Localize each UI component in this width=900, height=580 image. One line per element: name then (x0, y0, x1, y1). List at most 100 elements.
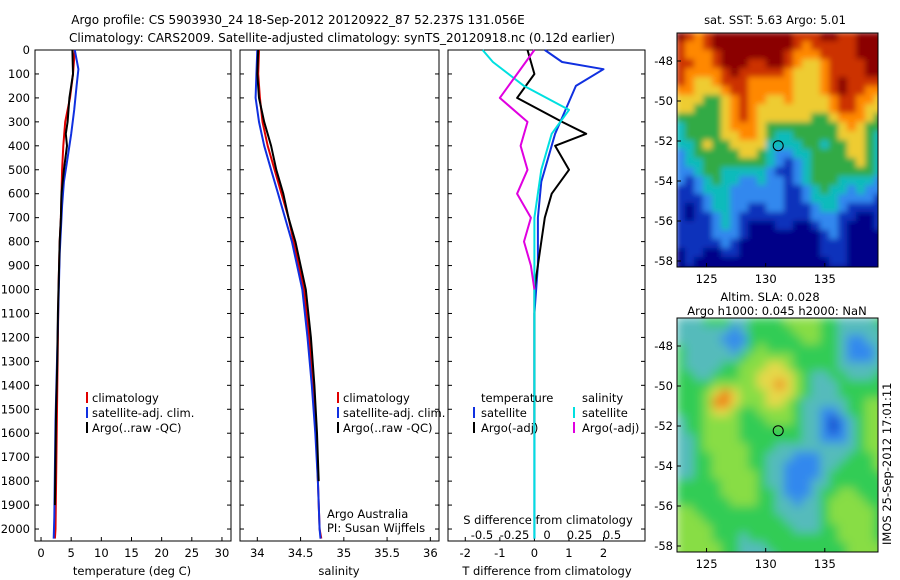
heatmap-cell (793, 344, 804, 355)
heatmap-cell (856, 362, 867, 373)
heatmap-cell (865, 318, 876, 328)
heatmap-cell (721, 362, 732, 373)
heatmap-cell (811, 380, 822, 391)
heatmap-cell (677, 59, 687, 70)
heatmap-cell (739, 158, 750, 169)
heatmap-cell (874, 318, 878, 328)
heatmap-cell (694, 389, 705, 400)
heatmap-cell (874, 425, 878, 436)
heatmap-cell (721, 221, 732, 232)
heatmap-cell (730, 380, 741, 391)
heatmap-cell (694, 461, 705, 472)
heatmap-cell (829, 131, 840, 142)
heatmap-cell (757, 239, 768, 250)
heatmap-cell (712, 194, 723, 205)
heatmap-cell (721, 542, 732, 552)
heatmap-cell (865, 497, 876, 508)
heatmap-cell (856, 140, 867, 151)
heatmap-cell (856, 68, 867, 79)
heatmap-cell (793, 158, 804, 169)
heatmap-cell (856, 515, 867, 526)
heatmap-cell (766, 452, 777, 463)
heatmap-cell (677, 515, 687, 526)
heatmap-cell (694, 113, 705, 124)
heatmap-cell (775, 86, 786, 97)
heatmap-cell (856, 506, 867, 517)
heatmap-cell (748, 104, 759, 115)
heatmap-cell (847, 86, 858, 97)
heatmap-cell (793, 380, 804, 391)
heatmap-cell (811, 59, 822, 70)
lat-tick-label: -48 (654, 54, 673, 68)
heatmap-cell (739, 326, 750, 337)
heatmap-cell (784, 104, 795, 115)
heatmap-cell (766, 59, 777, 70)
heatmap-cell (820, 140, 831, 151)
heatmap-cell (766, 380, 777, 391)
heatmap-cell (739, 257, 750, 267)
heatmap-cell (865, 407, 876, 418)
heatmap-cell (712, 470, 723, 481)
heatmap-cell (766, 389, 777, 400)
heatmap-cell (820, 344, 831, 355)
heatmap-cell (838, 479, 849, 490)
heatmap-cell (856, 398, 867, 409)
heatmap-cell (847, 77, 858, 88)
heatmap-cell (766, 398, 777, 409)
heatmap-cell (677, 335, 687, 346)
heatmap-cell (802, 113, 813, 124)
heatmap-cell (856, 239, 867, 250)
heatmap-cell (685, 194, 696, 205)
heatmap-cell (829, 33, 840, 43)
heatmap-cell (811, 542, 822, 552)
heatmap-cell (874, 362, 878, 373)
heatmap-cell (811, 434, 822, 445)
heatmap-cell (739, 248, 750, 259)
heatmap-cell (766, 131, 777, 142)
heatmap-cell (874, 167, 878, 178)
x-tick-label: 35.5 (374, 546, 400, 560)
heatmap-cell (829, 326, 840, 337)
heatmap-cell (802, 551, 813, 552)
heatmap-cell (766, 425, 777, 436)
heatmap-cell (694, 416, 705, 427)
heatmap-cell (775, 362, 786, 373)
heatmap-cell (694, 407, 705, 418)
heatmap-cell (838, 407, 849, 418)
heatmap-cell (883, 158, 894, 169)
heatmap-cell (766, 33, 777, 43)
heatmap-cell (694, 131, 705, 142)
heatmap-cell (784, 203, 795, 214)
heatmap-cell (874, 122, 878, 133)
heatmap-cell (739, 59, 750, 70)
heatmap-cell (784, 389, 795, 400)
heatmap-cell (685, 203, 696, 214)
heatmap-cell (739, 122, 750, 133)
heatmap-cell (730, 86, 741, 97)
heatmap-cell (847, 416, 858, 427)
heatmap-cell (685, 221, 696, 232)
heatmap-cell (874, 104, 878, 115)
heatmap-cell (883, 32, 894, 43)
heatmap-cell (820, 113, 831, 124)
heatmap-cell (730, 470, 741, 481)
heatmap-cell (784, 407, 795, 418)
heatmap-cell (856, 266, 867, 267)
heatmap-cell (775, 407, 786, 418)
heatmap-cell (802, 389, 813, 400)
heatmap-cell (874, 398, 878, 409)
heatmap-cell (865, 344, 876, 355)
x-tick-label: 15 (124, 546, 139, 560)
heatmap-cell (685, 318, 696, 328)
heatmap-cell (784, 95, 795, 106)
heatmap-cell (694, 95, 705, 106)
heatmap-cell (712, 50, 723, 61)
heatmap-cell (793, 533, 804, 544)
heatmap-cell (712, 203, 723, 214)
heatmap-cell (730, 362, 741, 373)
heatmap-cell (748, 194, 759, 205)
heatmap-cell (703, 542, 714, 552)
heatmap-cell (865, 203, 876, 214)
heatmap-cell (811, 239, 822, 250)
heatmap-cell (730, 542, 741, 552)
